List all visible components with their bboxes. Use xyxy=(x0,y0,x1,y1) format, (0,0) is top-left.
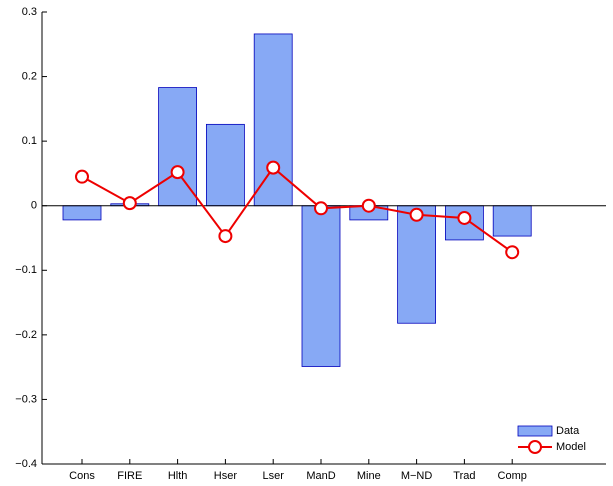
bar xyxy=(301,205,341,367)
bar xyxy=(158,87,198,207)
legend-marker xyxy=(528,440,542,454)
x-tick-label: Comp xyxy=(498,470,527,482)
x-tick-label: Trad xyxy=(453,470,475,482)
model-marker xyxy=(457,210,472,225)
x-tick-label: Hlth xyxy=(168,470,188,482)
model-marker xyxy=(218,229,233,244)
model-marker xyxy=(361,198,376,213)
model-marker xyxy=(505,245,520,260)
model-marker xyxy=(170,165,185,180)
legend-label: Model xyxy=(556,441,586,453)
y-tick-label: 0.3 xyxy=(22,6,37,18)
y-tick-label: 0.1 xyxy=(22,135,37,147)
legend-swatch xyxy=(517,425,553,437)
x-tick-label: Cons xyxy=(69,470,95,482)
x-tick-label: Lser xyxy=(262,470,284,482)
model-line xyxy=(81,166,513,254)
y-tick-label: −0.3 xyxy=(15,393,37,405)
y-tick-label: 0.2 xyxy=(22,70,37,82)
x-tick-label: ManD xyxy=(306,470,335,482)
bar xyxy=(397,205,437,324)
model-marker xyxy=(409,207,424,222)
y-tick-label: −0.2 xyxy=(15,329,37,341)
y-tick-label: 0 xyxy=(31,200,37,212)
x-tick-label: M−ND xyxy=(401,470,433,482)
bar xyxy=(205,123,245,207)
legend-label: Data xyxy=(556,425,580,437)
model-marker xyxy=(314,201,328,216)
model-marker xyxy=(266,160,281,175)
bar xyxy=(62,205,102,221)
bar xyxy=(492,205,532,237)
x-tick-label: FIRE xyxy=(117,470,142,482)
x-tick-label: Mine xyxy=(357,470,381,482)
x-tick-label: Hser xyxy=(214,470,238,482)
model-marker xyxy=(122,196,137,211)
y-tick-label: −0.4 xyxy=(15,458,37,470)
y-tick-label: −0.1 xyxy=(15,264,37,276)
model-marker xyxy=(75,169,89,184)
